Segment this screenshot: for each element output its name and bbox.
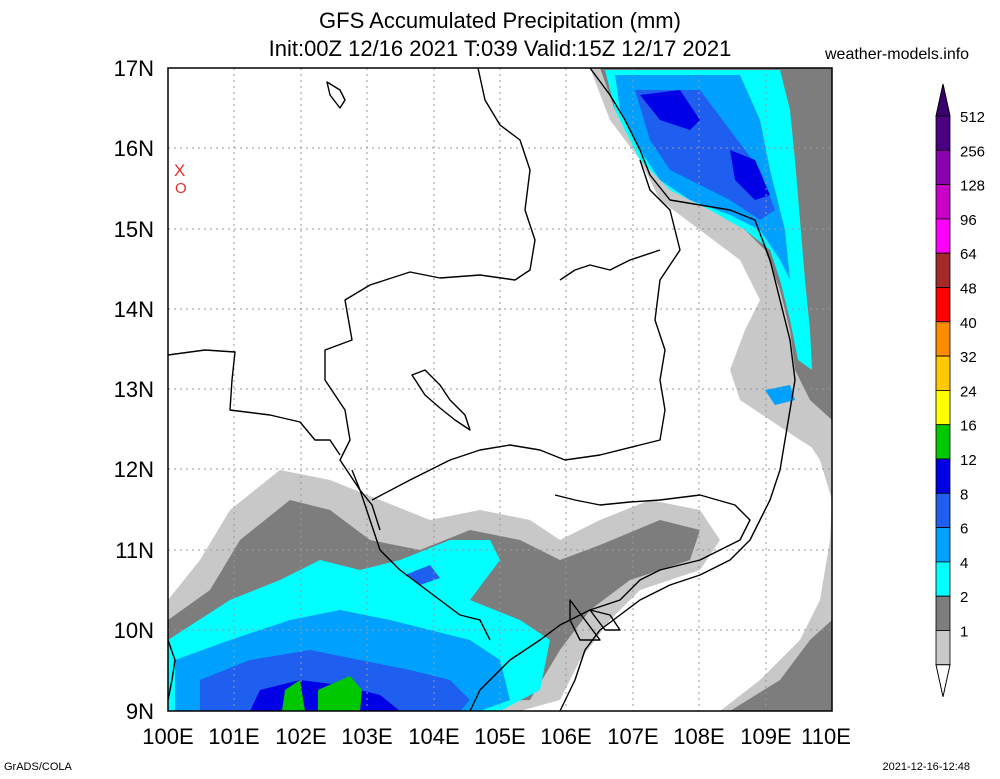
- coast-vietnam-east: [559, 67, 796, 712]
- colorbar-label: 512: [960, 109, 985, 126]
- lon-label: 107E: [607, 724, 658, 749]
- colorbar-swatch: [935, 458, 951, 494]
- lat-label: 9N: [126, 699, 154, 724]
- border-thailand-myanmar: [167, 349, 341, 456]
- colorbar-swatch: [935, 321, 951, 357]
- colorbar-label: 16: [960, 418, 977, 435]
- colorbar-bottom-arrow: [935, 664, 951, 697]
- lat-labels: 17N 16N 15N 14N 13N 12N 11N 10N 9N: [114, 56, 154, 724]
- colorbar-label: 2: [960, 589, 968, 606]
- colorbar-label: 48: [960, 281, 977, 298]
- colorbar-swatch: [935, 287, 951, 323]
- colorbar-swatch: [935, 115, 951, 151]
- lon-label: 110E: [801, 724, 851, 749]
- marker-x: X: [174, 161, 185, 180]
- colorbar-label: 4: [960, 555, 968, 572]
- lat-label: 10N: [114, 618, 154, 643]
- footer-credit: GrADS/COLA: [4, 761, 72, 773]
- lon-label: 105E: [474, 724, 525, 749]
- colorbar-swatch: [935, 630, 951, 666]
- colorbar-swatch: [935, 492, 951, 528]
- colorbar-swatch: [935, 149, 951, 186]
- lon-labels: 100E 101E 102E 103E 104E 105E 106E 107E …: [142, 724, 851, 749]
- colorbar-label: 6: [960, 521, 968, 538]
- lon-label: 108E: [673, 724, 724, 749]
- colorbar-swatch: [935, 527, 951, 563]
- colorbar-label: 128: [960, 178, 985, 195]
- lon-label: 102E: [275, 724, 326, 749]
- site-credit: weather-models.info: [825, 46, 970, 63]
- lat-label: 11N: [115, 538, 154, 563]
- lon-label: 106E: [540, 724, 591, 749]
- colorbar-swatch: [935, 184, 951, 220]
- colorbar-label: 8: [960, 486, 968, 503]
- border-laos-thailand: [324, 67, 536, 531]
- mekong-delta: [569, 599, 621, 641]
- tonle-sap-lake: [411, 369, 471, 431]
- chart-title: GFS Accumulated Precipitation (mm): [319, 8, 681, 33]
- lat-label: 12N: [114, 457, 154, 482]
- marker-o: O: [175, 180, 187, 197]
- colorbar-swatch: [935, 389, 951, 426]
- lon-label: 109E: [740, 724, 791, 749]
- border-cambodia-vietnam: [469, 494, 751, 712]
- colorbar-label: 96: [960, 212, 977, 229]
- border-cambodia-north: [371, 159, 681, 501]
- island-north: [326, 81, 346, 109]
- lat-label: 14N: [114, 297, 154, 322]
- chart-subtitle: Init:00Z 12/16 2021 T:039 Valid:15Z 12/1…: [268, 36, 732, 61]
- colorbar-label: 24: [960, 383, 977, 400]
- precip-area-16mm-sw: [282, 676, 362, 711]
- lat-label: 15N: [114, 217, 154, 242]
- lat-label: 13N: [114, 377, 154, 402]
- border-laos-vietnam: [559, 249, 661, 281]
- lon-label: 103E: [341, 724, 392, 749]
- colorbar-label: 64: [960, 246, 977, 263]
- map-frame: [167, 67, 833, 712]
- colorbar-swatch: [935, 252, 951, 288]
- lon-label: 101E: [208, 724, 259, 749]
- coast-gulf-thailand: [351, 469, 491, 641]
- colorbar-swatch: [935, 424, 951, 460]
- coast-west: [167, 639, 176, 701]
- precip-area-2mm-se: [730, 620, 832, 711]
- colorbar-label: 32: [960, 349, 977, 366]
- colorbar-label: 256: [960, 143, 985, 160]
- precip-area-12mm-ne: [640, 90, 770, 200]
- colorbar-label: 40: [960, 315, 977, 332]
- colorbar-swatch: [935, 355, 951, 391]
- lon-label: 104E: [408, 724, 459, 749]
- lat-label: 16N: [114, 136, 154, 161]
- colorbar-swatch: [935, 561, 951, 597]
- borders: [167, 67, 796, 712]
- colorbar-swatch: [935, 218, 951, 254]
- colorbar-swatch: [935, 595, 951, 631]
- footer-timestamp: 2021-12-16-12:48: [882, 761, 970, 773]
- colorbar-label: 12: [960, 452, 977, 469]
- lat-label: 17N: [114, 56, 154, 81]
- colorbar-top-arrow: [935, 83, 951, 117]
- colorbar-label: 1: [960, 624, 968, 641]
- precip-shading: [168, 68, 832, 711]
- lon-label: 100E: [142, 724, 193, 749]
- precip-area-4mm-e: [765, 385, 795, 405]
